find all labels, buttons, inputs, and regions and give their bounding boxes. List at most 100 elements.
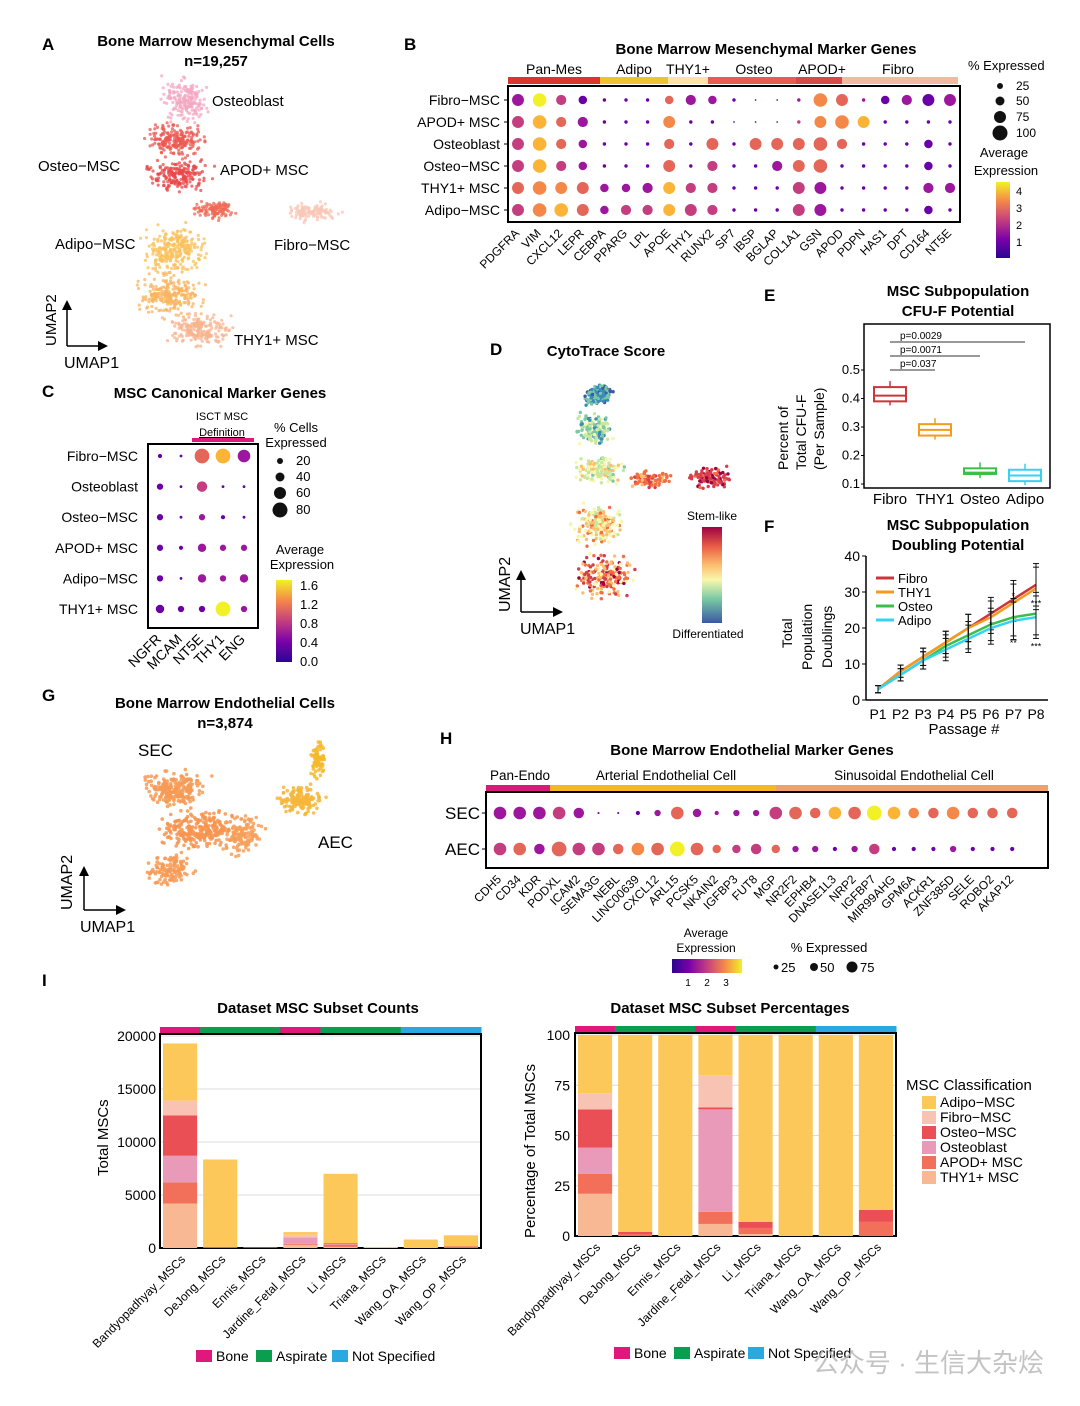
umap-a-point xyxy=(179,141,183,145)
umap-g-point xyxy=(293,804,297,808)
panel-i-class-legend: Adipo−MSCFibro−MSCOsteo−MSCOsteoblastAPO… xyxy=(922,1094,1023,1185)
umap-a-point xyxy=(205,314,209,318)
class-legend-swatch xyxy=(922,1111,936,1124)
umap-d-point xyxy=(604,416,608,420)
umap-a-point xyxy=(165,272,169,276)
panel-c-color-00: 0.0 xyxy=(300,654,318,669)
panel-e-box xyxy=(873,386,907,403)
umap-a-point xyxy=(167,237,172,241)
umap-a-point xyxy=(161,247,165,251)
umap-d-point xyxy=(617,571,621,575)
umap-a-point xyxy=(158,265,162,269)
panel-c-size-legend xyxy=(272,458,288,518)
umap-d-point xyxy=(614,482,618,486)
umap-g-point xyxy=(189,831,193,835)
umap-a-point xyxy=(152,277,156,281)
umap-d-point xyxy=(599,572,603,577)
dotplot-b-dot xyxy=(512,116,524,128)
umap-g-point xyxy=(168,790,173,795)
umap-a-point xyxy=(182,166,186,170)
dotplot-b-dot xyxy=(840,164,844,168)
umap-d-point xyxy=(588,575,593,580)
umap-d-point xyxy=(586,459,591,463)
umap-d-point xyxy=(576,539,580,543)
dotplot-b-dot xyxy=(732,208,736,212)
dotplot-h-dot xyxy=(493,806,507,820)
umap-g-point xyxy=(174,853,179,857)
umap-a-point xyxy=(302,221,306,225)
umap-d-point xyxy=(717,474,721,479)
dotplot-b-dot xyxy=(602,164,607,168)
umap-d-point xyxy=(608,583,612,587)
umap-a-point xyxy=(182,177,186,181)
umap-d-point xyxy=(603,514,607,518)
umap-a-point xyxy=(176,134,180,138)
dotplot-b-dot xyxy=(861,98,866,102)
umap-a-point xyxy=(180,110,184,114)
umap-g-point xyxy=(183,767,188,772)
dotplot-h-dot xyxy=(789,806,802,820)
umap-a-point xyxy=(178,242,182,246)
dotplot-b-dot xyxy=(512,94,524,106)
umap-d-point xyxy=(608,389,612,393)
umap-a-point xyxy=(199,199,204,204)
umap-a-point xyxy=(300,213,304,217)
panel-f-significance: * xyxy=(989,620,993,630)
panel-g-letter: G xyxy=(42,686,55,705)
umap-a-point xyxy=(186,94,190,98)
dotplot-h-dot xyxy=(533,806,546,820)
panel-h-frame xyxy=(485,791,1049,869)
dotplot-b-dot xyxy=(732,98,736,102)
umap-g-point xyxy=(160,792,165,796)
source-strip-segment xyxy=(815,1026,857,1033)
panel-b-color-3: 3 xyxy=(1016,203,1022,215)
umap-d-point xyxy=(690,475,694,479)
panel-i-percent-chart: 1007550250Bandyopadhyay_MSCsDeJong_MSCsE… xyxy=(505,1026,897,1339)
umap-d-point xyxy=(601,399,606,403)
umap-d-point xyxy=(603,572,607,577)
umap-g-point xyxy=(189,806,193,810)
umap-d-point xyxy=(584,414,588,418)
umap-d-point xyxy=(611,390,615,394)
umap-g-point xyxy=(158,877,162,882)
umap-g-point xyxy=(243,835,248,840)
umap-g-point xyxy=(202,817,207,821)
umap-a-point xyxy=(222,201,226,205)
umap-g-point xyxy=(169,877,173,882)
umap-a-point xyxy=(185,239,189,243)
umap-g-point xyxy=(232,839,237,844)
umap-a-point xyxy=(158,234,162,238)
source-strip-segment xyxy=(695,1026,736,1033)
umap-g-point xyxy=(315,791,320,796)
umap-a-point xyxy=(163,130,167,134)
umap-d-point xyxy=(598,534,602,539)
umap-g-point xyxy=(164,870,169,875)
umap-g-point xyxy=(195,784,200,788)
umap-g-point xyxy=(318,747,323,752)
umap-g-point xyxy=(185,856,189,861)
umap-a-point xyxy=(158,145,162,149)
umap-a-point xyxy=(166,82,170,86)
umap-a-point xyxy=(187,315,191,319)
umap-g-point xyxy=(157,861,162,866)
umap-a-point xyxy=(178,86,182,90)
dotplot-b-dot xyxy=(948,208,952,212)
umap-g-point xyxy=(174,878,179,883)
umap-a-point xyxy=(169,307,173,311)
dotplot-b-row-label: THY1+ MSC xyxy=(421,180,500,196)
umap-a-point xyxy=(311,212,315,216)
umap-a-point xyxy=(178,105,182,109)
panel-c-color-04: 0.4 xyxy=(300,635,318,650)
dotplot-b-dot xyxy=(948,120,952,124)
umap-d-point xyxy=(608,580,612,584)
umap-a-point xyxy=(176,113,180,117)
umap-a-point xyxy=(173,302,177,306)
panel-b-size-100: 100 xyxy=(1016,126,1036,140)
dotplot-h-dot xyxy=(851,845,858,853)
umap-d-point xyxy=(591,570,595,575)
dotplot-b-dot xyxy=(645,164,650,168)
dotplot-b-dot xyxy=(923,182,934,194)
umap-d-point xyxy=(603,470,607,474)
cluster-label-osteo-msc: Osteo−MSC xyxy=(38,158,120,175)
